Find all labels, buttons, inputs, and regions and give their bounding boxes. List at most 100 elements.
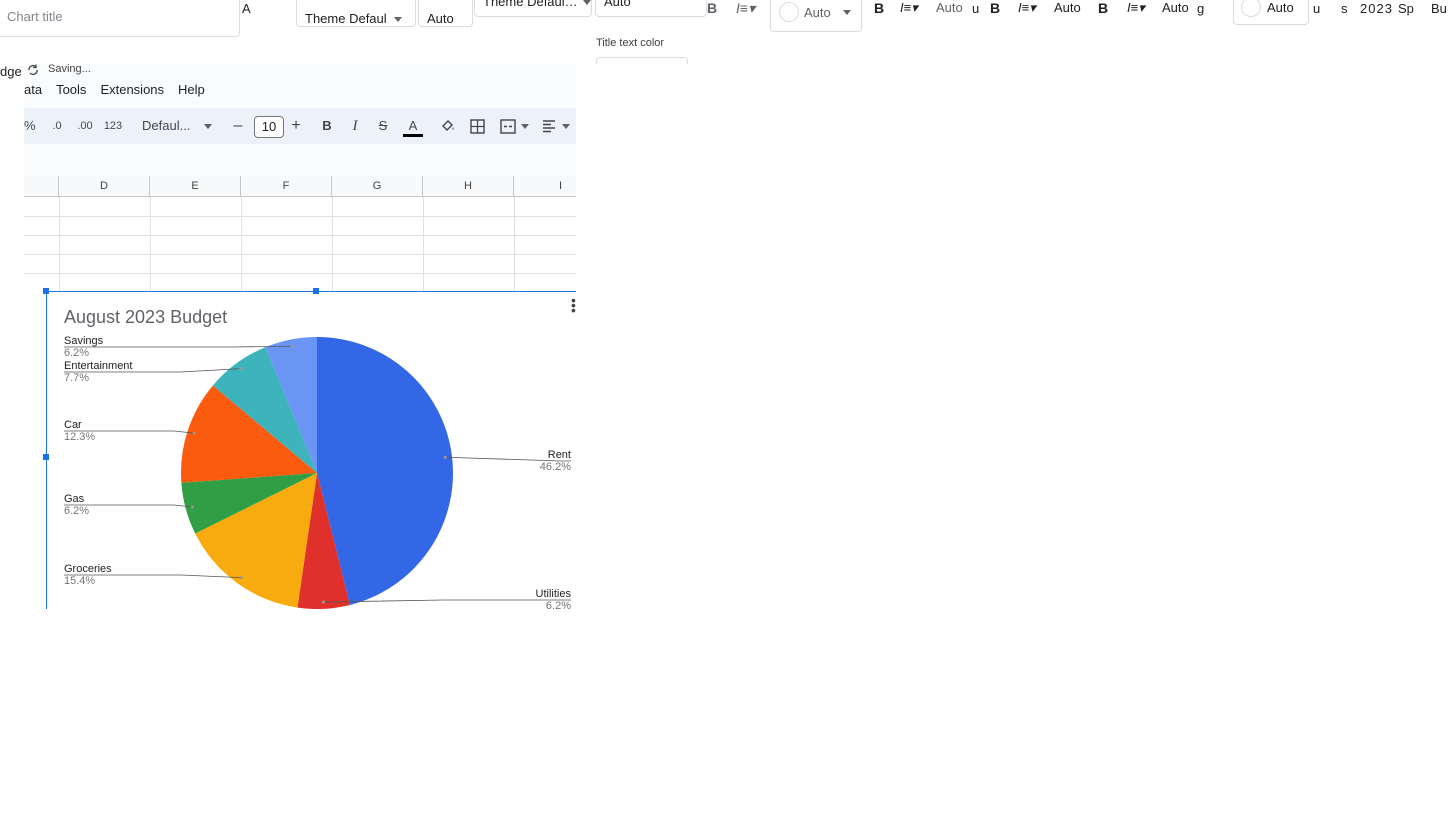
- toolbar: % .0 .00 123 Defaul... – 10 + B I S A: [24, 108, 576, 144]
- leader-dot: [443, 455, 447, 459]
- pie-slice-car[interactable]: [181, 385, 317, 483]
- leader-dot: [239, 576, 243, 580]
- slice-name: Utilities: [535, 588, 571, 600]
- chevron-down-icon: [521, 124, 529, 129]
- italic-align-icon-2[interactable]: I≡▾: [900, 0, 918, 15]
- color-picker-auto-2[interactable]: Auto: [1233, 0, 1309, 25]
- slice-label-gas: Gas 6.2%: [64, 493, 89, 517]
- color-swatch-icon: [779, 2, 799, 22]
- resize-handle[interactable]: [43, 288, 49, 294]
- borders-icon[interactable]: [470, 119, 485, 134]
- text-fragment-u2: u: [1313, 1, 1321, 16]
- number-format-button[interactable]: 123: [103, 120, 123, 132]
- resize-handle[interactable]: [43, 454, 49, 460]
- italic-align-icon-4[interactable]: I≡▾: [1127, 0, 1145, 15]
- slice-label-car: Car 12.3%: [64, 419, 95, 443]
- theme-font-dropdown[interactable]: Theme Defaul: [296, 0, 416, 27]
- column-header-i[interactable]: I: [514, 176, 576, 197]
- text-fragment-u1: u: [972, 1, 980, 16]
- italic-button[interactable]: I: [352, 118, 358, 134]
- pie-slice-savings[interactable]: [265, 337, 317, 473]
- column-header-d[interactable]: D: [59, 176, 150, 197]
- leader-line: [64, 430, 195, 434]
- chart-title-input[interactable]: Chart title: [0, 0, 240, 37]
- grid-line: [150, 197, 151, 293]
- pie-slice-rent[interactable]: [317, 337, 454, 605]
- menu-extensions[interactable]: Extensions: [100, 82, 165, 97]
- bold-button[interactable]: B: [707, 0, 718, 16]
- auto-dropdown-3[interactable]: Auto: [936, 0, 963, 15]
- menu-data[interactable]: ata: [24, 82, 43, 97]
- slice-label-savings: Savings 6.2%: [64, 335, 103, 359]
- size-dropdown-label: Auto: [604, 0, 631, 9]
- bold-button-4[interactable]: B: [1098, 0, 1109, 16]
- column-header-h[interactable]: H: [423, 176, 514, 197]
- size-dropdown[interactable]: Auto: [595, 0, 707, 17]
- font-size-field[interactable]: 10: [254, 116, 284, 138]
- slice-percent: 12.3%: [64, 431, 96, 443]
- auto-dropdown-4[interactable]: Auto: [1054, 0, 1081, 15]
- leader-dot: [321, 600, 325, 604]
- slice-label-utilities: Utilities 6.2%: [536, 588, 571, 609]
- pie-slice-groceries[interactable]: [195, 473, 317, 608]
- font-size-decrease-button[interactable]: –: [233, 117, 243, 134]
- leader-line: [64, 345, 293, 348]
- chart-title[interactable]: August 2023 Budget: [64, 307, 228, 327]
- grid-line: [24, 254, 576, 255]
- pie-slice-utilities[interactable]: [297, 473, 350, 609]
- percent-button[interactable]: %: [24, 118, 36, 133]
- increase-decimal-button[interactable]: .00: [77, 120, 93, 132]
- slice-name: Entertainment: [64, 360, 133, 372]
- column-header-f[interactable]: F: [241, 176, 332, 197]
- font-size-dropdown[interactable]: Auto: [418, 0, 473, 27]
- row-header-corner: [24, 176, 59, 197]
- text-color-button[interactable]: A: [402, 108, 424, 144]
- fill-color-icon[interactable]: [440, 118, 456, 134]
- leader-dot: [192, 431, 196, 435]
- font-size-increase-button[interactable]: +: [291, 117, 301, 134]
- text-fragment-2023: 2023: [1360, 1, 1393, 16]
- slice-percent: 7.7%: [64, 372, 90, 384]
- title-text-color-dropdown[interactable]: [596, 57, 688, 64]
- grid-line: [332, 197, 333, 293]
- merge-cells-icon[interactable]: [500, 119, 516, 134]
- resize-handle[interactable]: [313, 288, 319, 294]
- slice-percent: 15.4%: [64, 575, 96, 587]
- menu-bar: ata Tools Extensions Help: [24, 82, 219, 100]
- doc-title-fragment[interactable]: dge: [0, 64, 22, 79]
- slice-name: Savings: [64, 335, 104, 347]
- text-color-icon: A: [408, 118, 418, 133]
- font-dropdown[interactable]: Defaul...: [142, 108, 200, 144]
- theme-color-dropdown[interactable]: Theme Defaul…: [474, 0, 592, 17]
- leader-dot: [239, 367, 243, 371]
- bold-button-2[interactable]: B: [874, 0, 885, 16]
- bold-button[interactable]: B: [322, 118, 332, 133]
- saving-status: Saving...: [48, 64, 91, 75]
- strikethrough-button[interactable]: S: [378, 118, 388, 133]
- column-header-e[interactable]: E: [150, 176, 241, 197]
- decrease-decimal-button[interactable]: .0: [52, 120, 62, 132]
- color-picker-auto[interactable]: Auto: [770, 0, 862, 32]
- column-header-g[interactable]: G: [332, 176, 423, 197]
- slice-label-entertainment: Entertainment 7.7%: [64, 360, 132, 384]
- pie-slice-entertainment[interactable]: [212, 347, 317, 473]
- italic-align-icon[interactable]: I≡▾: [736, 0, 756, 16]
- pie-chart[interactable]: • • • August 2023 Budget Rent 46.2% Utilitie…: [43, 288, 576, 609]
- grid-line: [241, 197, 242, 293]
- menu-tools[interactable]: Tools: [56, 82, 87, 97]
- slice-name: Gas: [64, 493, 85, 505]
- menu-help[interactable]: Help: [178, 82, 205, 97]
- text-fragment-sp: Sp: [1398, 1, 1414, 16]
- text-cursor-a: A: [242, 1, 251, 16]
- chevron-down-icon: [562, 124, 570, 129]
- bold-button-3[interactable]: B: [990, 0, 1001, 16]
- font-size-dropdown-label: Auto: [427, 11, 454, 26]
- auto-dropdown-5[interactable]: Auto: [1162, 0, 1189, 15]
- italic-align-icon-3[interactable]: I≡▾: [1018, 0, 1036, 15]
- align-left-icon[interactable]: [542, 119, 556, 133]
- slice-percent: 6.2%: [64, 347, 90, 359]
- grid-line: [514, 197, 515, 293]
- pie-slice-gas[interactable]: [181, 473, 317, 534]
- text-fragment-bu: Bu: [1431, 1, 1447, 16]
- more-options-icon[interactable]: • • •: [571, 292, 576, 318]
